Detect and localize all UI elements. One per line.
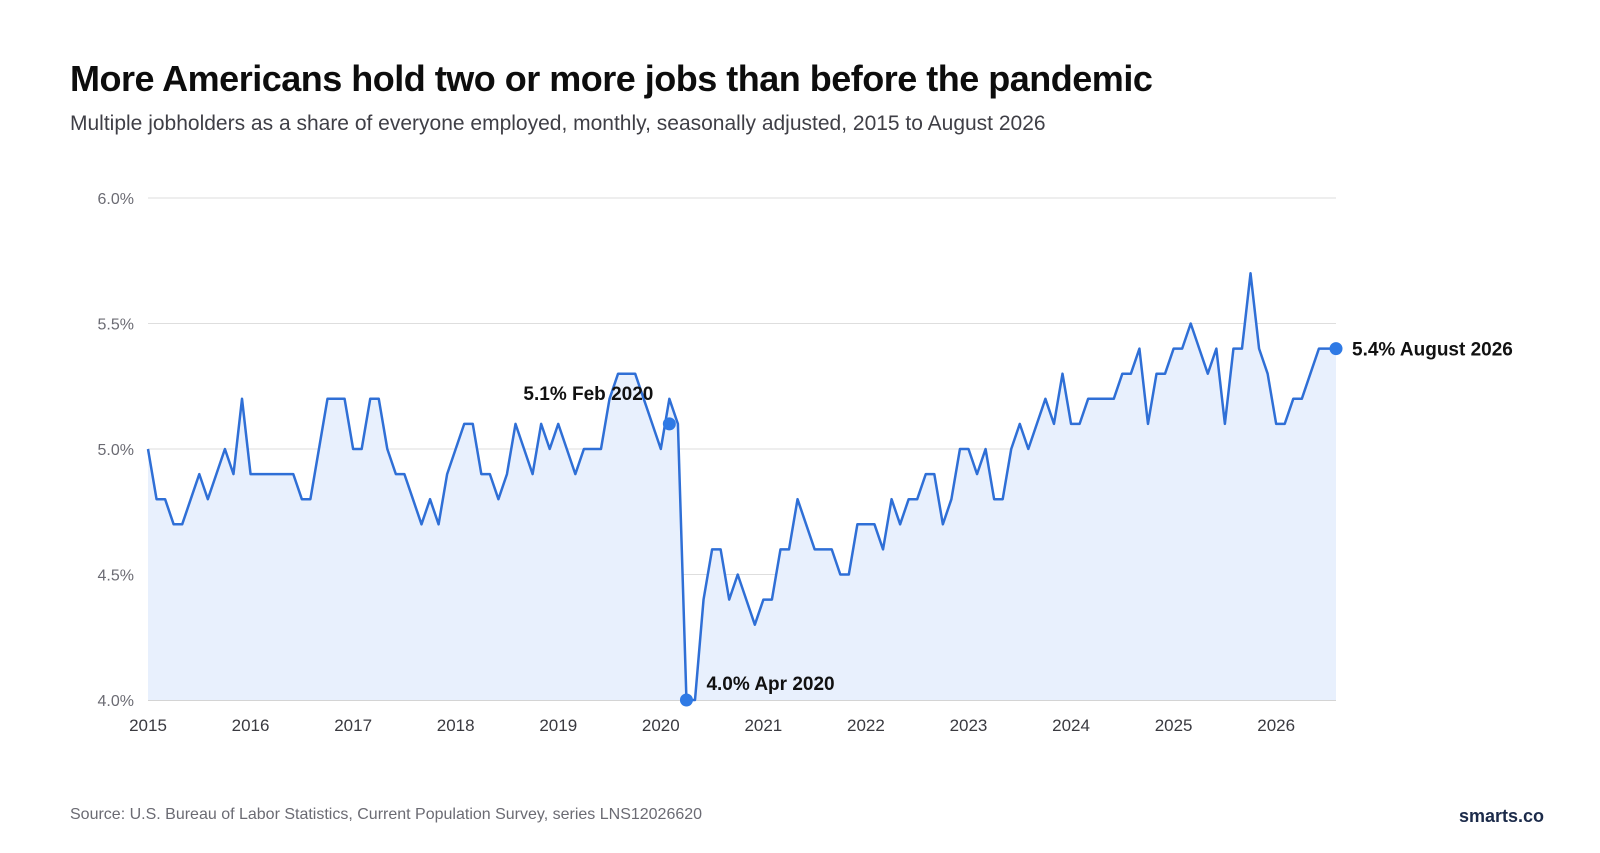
x-tick-label: 2025 bbox=[1155, 716, 1193, 735]
x-tick-label: 2022 bbox=[847, 716, 885, 735]
x-tick-label: 2018 bbox=[437, 716, 475, 735]
x-tick-label: 2019 bbox=[539, 716, 577, 735]
x-axis-ticks: 2015 2016 2017 2018 2019 2020 2021 2022 2023 2024… bbox=[129, 716, 1295, 735]
y-tick-label: 6.0% bbox=[98, 191, 134, 208]
annotation-label: 5.1% Feb 2020 bbox=[523, 384, 653, 405]
x-tick-label: 2024 bbox=[1052, 716, 1090, 735]
annotation-marker bbox=[1329, 342, 1343, 356]
x-tick-label: 2020 bbox=[642, 716, 680, 735]
x-tick-label: 2026 bbox=[1257, 716, 1295, 735]
annotations: 5.1% Feb 2020 4.0% Apr 2020 5.4% August 20… bbox=[523, 340, 1513, 707]
y-tick-label: 5.5% bbox=[98, 317, 134, 334]
source-note: Source: U.S. Bureau of Labor Statistics,… bbox=[70, 806, 703, 823]
annotation-marker bbox=[679, 693, 693, 707]
y-tick-label: 4.0% bbox=[98, 693, 134, 710]
area-fill bbox=[148, 273, 1336, 700]
chart-subtitle: Multiple jobholders as a share of everyo… bbox=[70, 112, 1046, 135]
chart-title: More Americans hold two or more jobs tha… bbox=[70, 58, 1153, 99]
x-tick-label: 2021 bbox=[744, 716, 782, 735]
y-tick-label: 5.0% bbox=[98, 442, 134, 459]
y-tick-label: 4.5% bbox=[98, 568, 134, 585]
line-chart: 4.0%4.5%5.0%5.5%6.0% 2015 2016 2017 2018 201… bbox=[98, 191, 1513, 735]
annotation-marker bbox=[662, 417, 676, 431]
brand-logo[interactable]: smarts.co bbox=[1458, 806, 1544, 826]
x-tick-label: 2015 bbox=[129, 716, 167, 735]
x-tick-label: 2017 bbox=[334, 716, 372, 735]
x-tick-label: 2016 bbox=[232, 716, 270, 735]
y-axis-ticks: 4.0% 4.5% 5.0% 5.5% 6.0% bbox=[98, 191, 134, 710]
annotation-label: 5.4% August 2026 bbox=[1352, 340, 1513, 361]
annotation-label: 4.0% Apr 2020 bbox=[706, 674, 834, 695]
series-line bbox=[146, 272, 1336, 702]
x-tick-label: 2023 bbox=[950, 716, 988, 735]
